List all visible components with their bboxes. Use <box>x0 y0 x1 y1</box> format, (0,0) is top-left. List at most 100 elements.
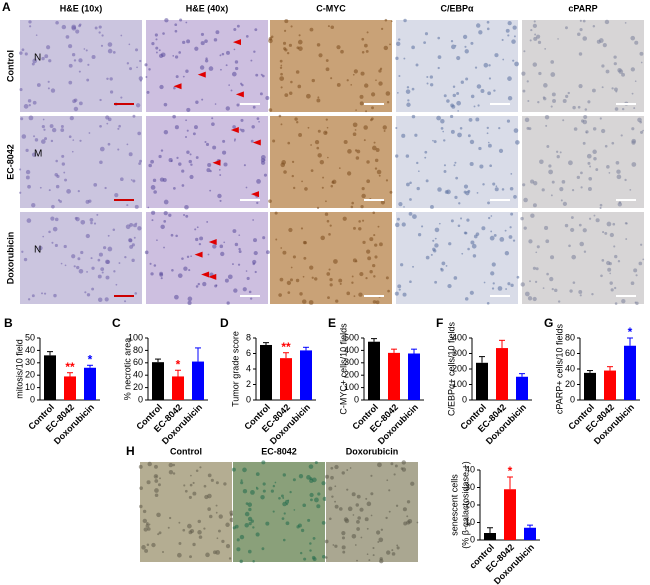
texture <box>265 250 270 255</box>
texture <box>220 251 225 257</box>
texture <box>50 88 56 93</box>
texture <box>527 100 530 103</box>
texture <box>326 272 331 276</box>
texture <box>304 187 308 191</box>
texture <box>611 141 615 145</box>
texture <box>501 188 505 191</box>
texture <box>78 70 81 73</box>
texture <box>476 23 481 28</box>
texture <box>621 107 625 111</box>
texture <box>595 168 599 171</box>
texture <box>146 543 150 547</box>
texture <box>172 55 175 57</box>
texture <box>260 160 266 165</box>
texture <box>341 545 346 550</box>
texture <box>99 98 102 102</box>
texture <box>284 93 289 98</box>
texture <box>398 288 401 291</box>
texture <box>118 124 121 128</box>
texture <box>73 265 76 268</box>
texture <box>380 27 384 31</box>
texture <box>580 186 583 189</box>
texture <box>262 489 266 493</box>
texture <box>47 87 50 90</box>
texture <box>154 488 159 493</box>
texture <box>35 34 38 36</box>
texture <box>512 25 517 30</box>
texture <box>150 159 154 164</box>
texture <box>280 64 283 67</box>
texture <box>467 247 470 251</box>
texture <box>443 139 446 142</box>
texture <box>390 20 393 23</box>
texture <box>151 219 154 222</box>
texture <box>243 164 246 167</box>
texture <box>467 134 471 138</box>
texture <box>133 223 137 228</box>
texture <box>630 67 635 72</box>
y-axis-label: C-MYC+ cells/10 fields <box>338 323 348 415</box>
texture <box>613 62 617 66</box>
texture <box>168 469 174 475</box>
texture <box>132 179 136 183</box>
texture <box>112 50 116 54</box>
texture <box>236 24 240 28</box>
texture <box>609 272 612 275</box>
texture <box>476 84 482 89</box>
texture <box>253 250 258 256</box>
texture <box>379 558 384 564</box>
y-axis-label: senescent cells <box>449 474 459 536</box>
texture <box>41 139 46 144</box>
texture <box>138 76 143 81</box>
texture <box>248 522 252 526</box>
texture <box>403 206 405 208</box>
texture <box>297 39 303 45</box>
texture <box>52 226 58 232</box>
texture <box>27 298 31 301</box>
y-tick-label: 40 <box>133 370 143 380</box>
texture <box>510 283 514 287</box>
texture <box>336 83 341 87</box>
texture <box>178 51 181 54</box>
texture <box>41 125 45 129</box>
texture <box>411 87 415 91</box>
texture <box>539 159 544 165</box>
texture <box>217 529 221 533</box>
texture <box>351 201 354 205</box>
texture <box>416 161 419 165</box>
texture <box>47 80 50 83</box>
texture <box>174 23 178 27</box>
texture <box>290 266 293 269</box>
texture <box>325 118 328 121</box>
texture <box>159 272 164 277</box>
texture <box>469 161 474 167</box>
texture <box>240 118 244 122</box>
texture <box>91 266 95 270</box>
texture <box>634 80 637 83</box>
texture <box>356 527 360 531</box>
texture <box>366 501 372 507</box>
texture <box>621 299 626 304</box>
panel-letter: G <box>544 316 553 330</box>
texture <box>325 200 327 203</box>
y-tick-label: 400 <box>344 345 359 355</box>
texture <box>208 514 213 519</box>
texture <box>640 61 643 64</box>
texture <box>309 27 314 32</box>
texture <box>363 139 366 142</box>
texture <box>288 43 293 47</box>
texture <box>388 510 391 513</box>
texture <box>355 156 360 160</box>
texture <box>242 287 247 292</box>
texture <box>534 280 538 283</box>
texture <box>321 481 326 486</box>
texture <box>190 474 192 477</box>
y-tick-label: 0 <box>138 394 143 404</box>
panel-letter: F <box>436 316 443 330</box>
texture <box>265 521 270 526</box>
texture <box>170 233 174 237</box>
micrograph <box>396 116 518 208</box>
texture <box>586 153 592 159</box>
texture <box>261 547 265 551</box>
